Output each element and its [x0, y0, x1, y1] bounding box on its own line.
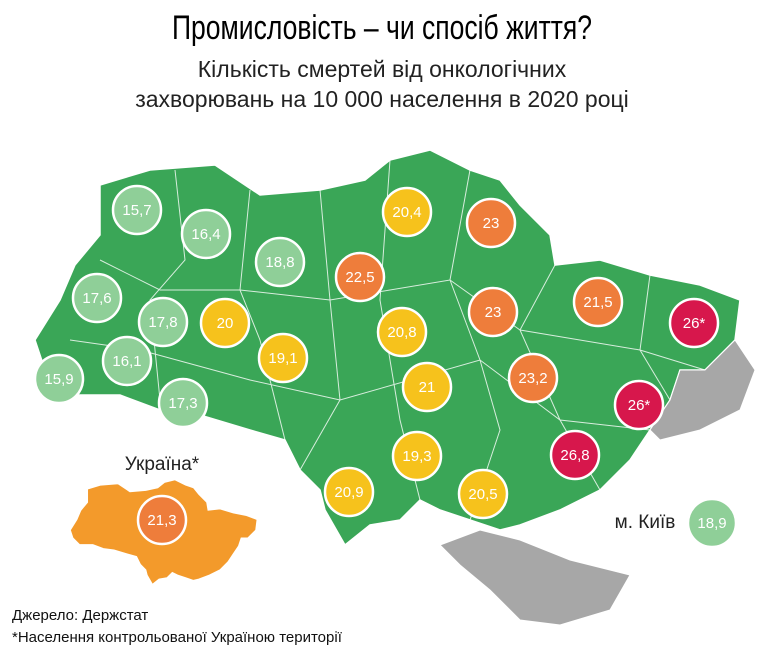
value-circle — [391, 430, 443, 482]
footnote: *Населення контрольованої Україною терит… — [12, 629, 343, 646]
value-circle — [668, 297, 720, 349]
value-label: 18,9 — [697, 515, 726, 532]
value-label: 15,7 — [122, 202, 151, 219]
value-circle — [254, 236, 306, 288]
value-circle — [157, 377, 209, 429]
value-circle — [71, 272, 123, 324]
value-label: 21,3 — [147, 512, 176, 529]
value-label: 17,3 — [168, 395, 197, 412]
value-circle — [457, 468, 509, 520]
value-label: 22,5 — [345, 269, 374, 286]
title: Промисловість – чи спосіб життя? — [172, 9, 592, 47]
value-label: 18,8 — [265, 254, 294, 271]
value-label: 17,8 — [148, 314, 177, 331]
value-label: 16,4 — [191, 226, 220, 243]
kyiv-name: м. Київ — [615, 512, 676, 533]
value-circle — [257, 332, 309, 384]
value-label: 20 — [217, 315, 234, 332]
value-label: 26* — [683, 315, 706, 332]
value-circle — [549, 429, 601, 481]
value-label: 19,1 — [268, 350, 297, 367]
subtitle: захворювань на 10 000 населення в 2020 р… — [135, 86, 629, 112]
value-circle — [137, 296, 189, 348]
value-label: 21,5 — [583, 294, 612, 311]
value-circle — [376, 306, 428, 358]
value-circle — [33, 353, 85, 405]
value-label: 20,4 — [392, 204, 421, 221]
source: Джерело: Держстат — [12, 607, 148, 624]
value-label: 26* — [628, 397, 651, 414]
value-circle — [686, 497, 738, 549]
value-circle — [381, 186, 433, 238]
value-label: 23 — [485, 304, 502, 321]
value-label: 23 — [483, 215, 500, 232]
value-label: 15,9 — [44, 371, 73, 388]
value-label: 17,6 — [82, 290, 111, 307]
value-circle — [465, 197, 517, 249]
value-circle — [401, 361, 453, 413]
value-circle — [334, 251, 386, 303]
value-label: 26,8 — [560, 447, 589, 464]
value-label: 20,9 — [334, 484, 363, 501]
ukraine-name: Україна* — [125, 454, 200, 475]
value-circle — [111, 184, 163, 236]
value-label: 20,8 — [387, 324, 416, 341]
value-circle — [199, 297, 251, 349]
value-circle — [467, 286, 519, 338]
value-label: 19,3 — [402, 448, 431, 465]
value-circle — [613, 379, 665, 431]
value-label: 16,1 — [112, 353, 141, 370]
value-circle — [507, 352, 559, 404]
subtitle: Кількість смертей від онкологічних — [198, 56, 567, 82]
crimea — [439, 529, 631, 626]
value-circle — [180, 208, 232, 260]
value-label: 20,5 — [468, 486, 497, 503]
value-circle — [101, 335, 153, 387]
value-label: 21 — [419, 379, 436, 396]
value-circle — [136, 494, 188, 546]
value-circle — [323, 466, 375, 518]
value-label: 23,2 — [518, 370, 547, 387]
value-circle — [572, 276, 624, 328]
